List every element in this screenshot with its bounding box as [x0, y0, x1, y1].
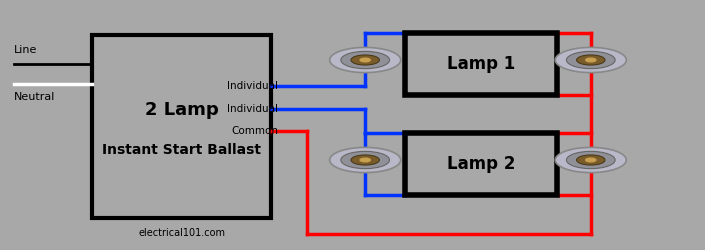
Circle shape [341, 51, 390, 69]
Text: Instant Start Ballast: Instant Start Ballast [102, 143, 262, 157]
Circle shape [330, 48, 400, 72]
Text: Line: Line [14, 45, 37, 55]
Text: 2 Lamp: 2 Lamp [145, 101, 219, 119]
Circle shape [556, 48, 626, 72]
Text: Common: Common [231, 126, 278, 136]
Text: Lamp 2: Lamp 2 [447, 155, 515, 173]
FancyBboxPatch shape [92, 35, 271, 218]
FancyBboxPatch shape [405, 32, 557, 95]
Circle shape [351, 155, 379, 165]
Circle shape [577, 55, 605, 65]
Text: Individual: Individual [228, 81, 278, 91]
FancyBboxPatch shape [405, 132, 557, 195]
Circle shape [566, 151, 615, 169]
Text: Individual: Individual [228, 104, 278, 114]
Circle shape [586, 158, 596, 162]
Circle shape [556, 148, 626, 172]
Text: electrical101.com: electrical101.com [138, 228, 226, 237]
Text: Lamp 1: Lamp 1 [447, 55, 515, 73]
Text: Neutral: Neutral [14, 92, 56, 102]
Circle shape [330, 148, 400, 172]
Circle shape [360, 58, 370, 62]
Circle shape [577, 155, 605, 165]
Circle shape [341, 151, 390, 169]
Circle shape [351, 55, 379, 65]
Circle shape [360, 158, 370, 162]
Circle shape [566, 51, 615, 69]
Circle shape [586, 58, 596, 62]
